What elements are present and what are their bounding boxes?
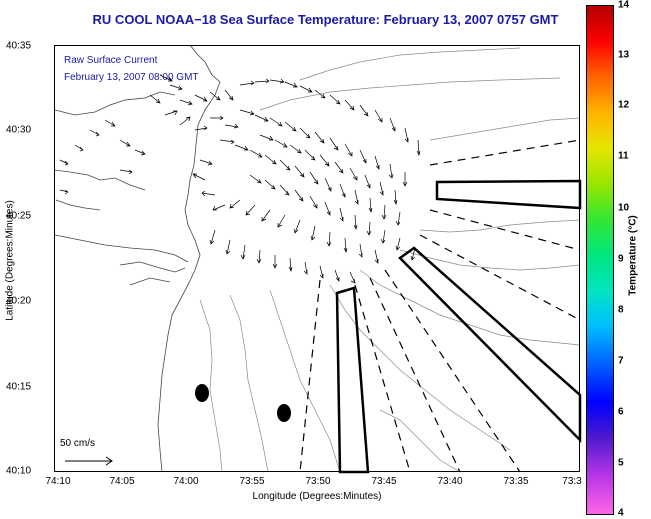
y-tick: 40:30 <box>6 124 32 136</box>
colorbar-title: Temperature (°C) <box>627 215 639 296</box>
colorbar-tick: 12 <box>618 99 630 111</box>
colorbar-tick: 8 <box>618 304 624 316</box>
x-tick: 74:00 <box>173 476 199 487</box>
colorbar-tick: 13 <box>618 49 630 61</box>
y-tick: 40:10 <box>6 465 32 477</box>
map-frame <box>54 45 580 472</box>
site-marker-2 <box>277 404 291 422</box>
legend-current-label: Raw Surface Current <box>64 55 158 66</box>
dashed-beam-lines <box>299 139 581 473</box>
x-axis-label: Longitude (Degrees:Minutes) <box>252 491 382 502</box>
reference-vector-label: 50 cm/s <box>60 438 96 449</box>
legend-current-time: February 13, 2007 08:00 GMT <box>64 72 199 83</box>
bathymetry-contours <box>199 47 581 473</box>
x-tick: 73:50 <box>305 476 331 487</box>
x-tick: 74:10 <box>45 476 71 487</box>
colorbar-tick: 7 <box>618 355 624 367</box>
reference-vector <box>65 456 113 466</box>
map-title: RU COOL NOAA−18 Sea Surface Temperature:… <box>92 12 559 27</box>
colorbar-tick: 5 <box>618 457 624 469</box>
y-tick: 40:15 <box>6 381 32 393</box>
coastline <box>53 44 221 473</box>
temperature-colorbar <box>586 5 614 515</box>
colorbar-tick: 10 <box>618 202 630 214</box>
colorbar-tick: 11 <box>618 150 629 162</box>
x-tick: 73:45 <box>371 476 397 487</box>
y-tick: 40:35 <box>6 40 32 52</box>
y-tick: 40:20 <box>6 295 32 307</box>
x-tick: 73:40 <box>437 476 463 487</box>
x-tick: 73:35 <box>503 476 529 487</box>
colorbar-tick: 4 <box>618 507 624 519</box>
x-tick: 73:55 <box>239 476 265 487</box>
y-tick: 40:25 <box>6 210 32 222</box>
colorbar-tick: 6 <box>618 406 624 418</box>
site-marker-1 <box>195 384 209 402</box>
x-tick: 74:05 <box>109 476 135 487</box>
radar-beams <box>335 179 582 474</box>
colorbar-tick: 9 <box>618 253 624 265</box>
colorbar-tick: 14 <box>618 0 630 11</box>
current-vectors <box>59 74 421 284</box>
y-axis-label: Latitude (Degrees:Minutes) <box>4 200 16 321</box>
x-tick: 73:3 <box>562 476 582 487</box>
